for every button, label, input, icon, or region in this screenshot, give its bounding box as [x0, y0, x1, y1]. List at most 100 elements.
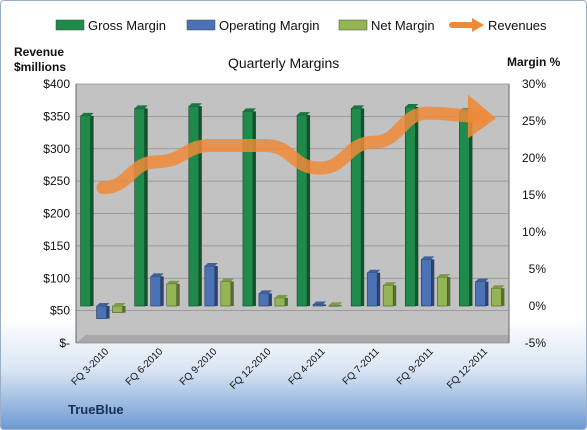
bar-side [214, 266, 218, 306]
bar-top [80, 112, 94, 116]
left-axis-label: Revenue $millions [14, 45, 67, 74]
bar-top [220, 278, 234, 282]
bar-top [475, 278, 489, 282]
bar-top [150, 273, 164, 277]
right-tick-label: -5% [525, 336, 547, 350]
bar-side [431, 259, 435, 306]
bar-top [274, 294, 288, 298]
bar-side [377, 272, 381, 306]
bar-operating-margin [204, 265, 216, 307]
right-tick-label: 0% [529, 299, 547, 313]
bar-top [96, 303, 110, 306]
left-tick-label: $350 [43, 109, 70, 123]
bar-gross-margin [188, 105, 200, 307]
legend-swatches [55, 18, 484, 32]
bar-side [339, 305, 343, 307]
bar-net-margin [166, 283, 177, 307]
bar-top [351, 105, 365, 109]
bar-top [313, 301, 327, 305]
left-tick-label: $200 [43, 207, 70, 221]
bar-top [258, 290, 272, 294]
right-tick-label: 5% [529, 262, 547, 276]
bar-side [307, 115, 311, 306]
left-tick-label: $50 [50, 304, 70, 318]
bar-side [323, 304, 327, 306]
bar-gross-margin [80, 115, 91, 307]
plot-floor [76, 335, 509, 343]
bar-top [242, 108, 256, 112]
bar-side [415, 106, 419, 306]
bar-side [393, 285, 397, 306]
category-label: FQ 12-2011 [445, 346, 490, 391]
bar-side [361, 108, 365, 306]
category-label: FQ 9-2010 [178, 346, 220, 388]
legend-revenues: Revenues [488, 18, 547, 33]
bar-side [176, 283, 180, 306]
bar-operating-margin [150, 276, 161, 307]
bar-side [268, 293, 272, 306]
bar-net-margin [274, 297, 286, 307]
right-tick-label: 25% [522, 114, 546, 128]
bar-side [160, 276, 164, 306]
legend-gross-margin: Gross Margin [88, 18, 167, 33]
bar-top [134, 105, 148, 109]
bar-top [188, 103, 202, 107]
legend-swatch-1 [186, 19, 216, 31]
bar-net-margin [437, 276, 448, 307]
revenues-line [96, 106, 489, 195]
bar-side [447, 277, 451, 306]
bar-operating-margin [258, 293, 270, 307]
right-tick-label: 30% [522, 77, 546, 91]
legend-swatch-revenues-arrow [472, 18, 484, 32]
category-label: FQ 12-2010 [228, 346, 274, 392]
bar-top [112, 303, 126, 306]
bar-gross-margin [405, 106, 416, 307]
bar-gross-margin [459, 111, 470, 307]
legend-swatch-2 [338, 19, 368, 31]
legend-net-margin: Net Margin [371, 18, 435, 33]
bar-side [230, 281, 234, 306]
bar-top [367, 269, 381, 273]
bar-top [491, 285, 505, 289]
bar-side [106, 306, 110, 319]
left-tick-label: $300 [43, 142, 70, 156]
left-tick-label: $- [59, 336, 70, 350]
chart-title: Quarterly Margins [228, 55, 340, 71]
bar-top [421, 256, 435, 260]
bar-side [198, 106, 202, 306]
bar-top [166, 280, 180, 284]
bar-operating-margin [421, 259, 432, 307]
bar-gross-margin [350, 108, 362, 307]
bar-side [90, 115, 94, 306]
category-label: FQ 4-2011 [287, 346, 328, 387]
bar-gross-margin [134, 108, 145, 307]
legend-swatch-0 [55, 19, 85, 31]
revenues-arrowhead [467, 94, 496, 139]
bar-side [252, 111, 256, 306]
right-tick-label: 10% [522, 225, 546, 239]
bar-side [469, 111, 473, 306]
left-tick-label: $150 [43, 239, 70, 253]
left-tick-label: $100 [43, 271, 70, 285]
bar-top [329, 302, 343, 306]
right-tick-label: 15% [522, 188, 546, 202]
category-label: FQ 6-2010 [124, 346, 166, 388]
bar-net-margin [328, 304, 340, 307]
category-label: FQ 9-2011 [395, 346, 436, 387]
bar-side [485, 281, 489, 306]
bar-operating-margin [366, 272, 378, 307]
bar-top [204, 263, 218, 267]
bar-operating-margin [96, 305, 107, 319]
category-label: FQ 7-2011 [341, 346, 382, 387]
bar-operating-margin [475, 281, 486, 307]
bar-net-margin [382, 284, 394, 307]
bar-net-margin [112, 305, 123, 313]
left-tick-label: $250 [43, 174, 70, 188]
bar-side [501, 288, 505, 306]
right-axis-label: Margin % [507, 55, 561, 69]
bar-operating-margin [312, 304, 324, 307]
category-label: FQ 3-2010 [70, 346, 112, 388]
bar-top [437, 274, 451, 278]
bar-top [405, 103, 419, 107]
